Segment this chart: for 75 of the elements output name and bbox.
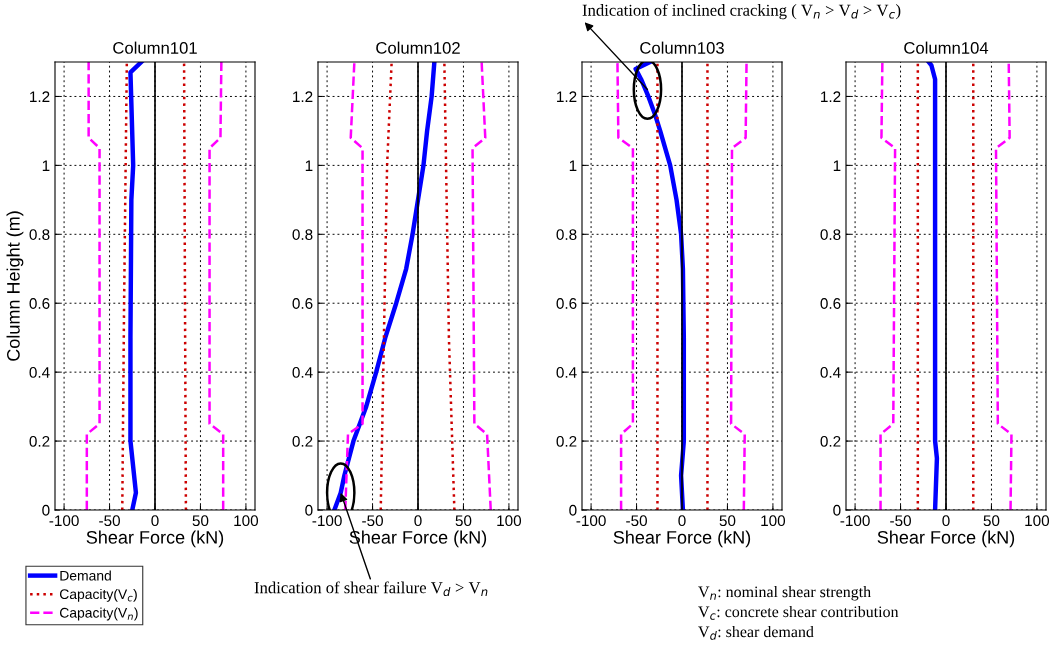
- x-tick-label: -50: [362, 515, 383, 527]
- y-tick-label: 1.2: [30, 91, 50, 102]
- y-tick-label: 0.2: [292, 435, 313, 447]
- y-tick-label: 0.6: [820, 298, 841, 309]
- line-series: [471, 62, 492, 510]
- y-tick-label: 0.4: [29, 367, 50, 378]
- y-tick-label: 1: [305, 160, 313, 171]
- x-tick-label: 100: [761, 515, 786, 527]
- y-tick-label: 0.6: [556, 298, 577, 309]
- x-tick-label: 50: [983, 515, 1000, 527]
- x-tick-label: 50: [719, 515, 736, 527]
- y-tick-label: 0.8: [820, 229, 841, 240]
- y-tick-label: 0.8: [29, 229, 50, 240]
- line-series: [332, 62, 437, 510]
- y-tick-label: 0: [305, 504, 313, 516]
- x-tick-label: 0: [942, 515, 950, 527]
- chart-title: Column102: [376, 41, 460, 54]
- y-tick-label: 0: [569, 504, 577, 516]
- chart-title: Column103: [640, 41, 724, 54]
- y-tick-label: 0.4: [820, 367, 841, 378]
- y-tick-label: 0.2: [820, 435, 841, 447]
- x-axis-title: Shear Force (kN): [613, 530, 751, 548]
- x-tick-label: 0: [151, 515, 159, 527]
- x-tick-label: 0: [414, 515, 422, 527]
- y-tick-label: 0.6: [292, 298, 313, 309]
- text: V$_{c}$: concrete shear contribution: [698, 605, 899, 620]
- line-series: [879, 62, 897, 510]
- chart-title: Column101: [113, 41, 197, 54]
- legend-label: Capacity(V$_{c}$): [59, 588, 137, 602]
- y-tick-label: 1.2: [557, 91, 577, 102]
- x-tick-label: -50: [626, 515, 647, 527]
- y-tick-label: 0.4: [292, 367, 313, 378]
- x-tick-label: 0: [678, 515, 686, 527]
- x-tick-label: -100: [840, 515, 870, 527]
- text: V$_{d}$: shear demand: [698, 625, 814, 640]
- line-series: [616, 62, 635, 510]
- y-axis-title: Column Height (m): [6, 211, 24, 361]
- y-tick-label: 0.6: [29, 298, 50, 309]
- line-series: [926, 62, 940, 510]
- y-tick-label: 1: [833, 160, 841, 171]
- annotation: Indication of shear failure V$_{d}$ > V$_{n}$: [254, 581, 488, 597]
- x-tick-label: 100: [497, 515, 522, 527]
- y-tick-label: 0.8: [556, 229, 577, 240]
- line-series: [994, 62, 1013, 510]
- line-series: [128, 62, 144, 510]
- annotation: Indication of inclined cracking ( V$_{n}$ > V$_{d}$ > V$_{c}$): [582, 3, 901, 20]
- line-series: [85, 62, 101, 510]
- legend-label: Demand: [60, 570, 111, 581]
- y-tick-label: 1: [42, 160, 50, 171]
- x-tick-label: 50: [192, 515, 209, 527]
- line-series: [208, 62, 225, 510]
- line-series: [729, 62, 748, 510]
- x-tick-label: -100: [576, 515, 606, 527]
- y-tick-label: 0.8: [292, 229, 313, 240]
- y-tick-label: 0.4: [556, 367, 577, 378]
- x-tick-label: -50: [99, 515, 120, 527]
- chart-title: Column104: [904, 41, 989, 54]
- y-tick-label: 0.2: [556, 435, 577, 447]
- x-tick-label: 50: [455, 515, 472, 527]
- x-tick-label: -50: [890, 515, 911, 527]
- legend-label: Capacity(V$_{n}$): [59, 607, 138, 621]
- x-tick-label: -100: [49, 515, 79, 527]
- text: V$_{n}$: nominal shear strength: [698, 586, 871, 601]
- x-tick-label: 100: [234, 515, 259, 527]
- x-axis-title: Shear Force (kN): [877, 530, 1015, 548]
- y-tick-label: 0: [42, 504, 50, 516]
- x-axis-title: Shear Force (kN): [86, 530, 224, 548]
- y-tick-label: 1.2: [293, 91, 313, 102]
- y-tick-label: 1.2: [821, 91, 841, 102]
- y-tick-label: 0: [833, 504, 841, 516]
- x-tick-label: -100: [312, 515, 342, 527]
- x-tick-label: 100: [1025, 515, 1050, 527]
- y-tick-label: 0.2: [29, 435, 50, 447]
- line-series: [344, 62, 364, 510]
- y-tick-label: 1: [569, 160, 577, 171]
